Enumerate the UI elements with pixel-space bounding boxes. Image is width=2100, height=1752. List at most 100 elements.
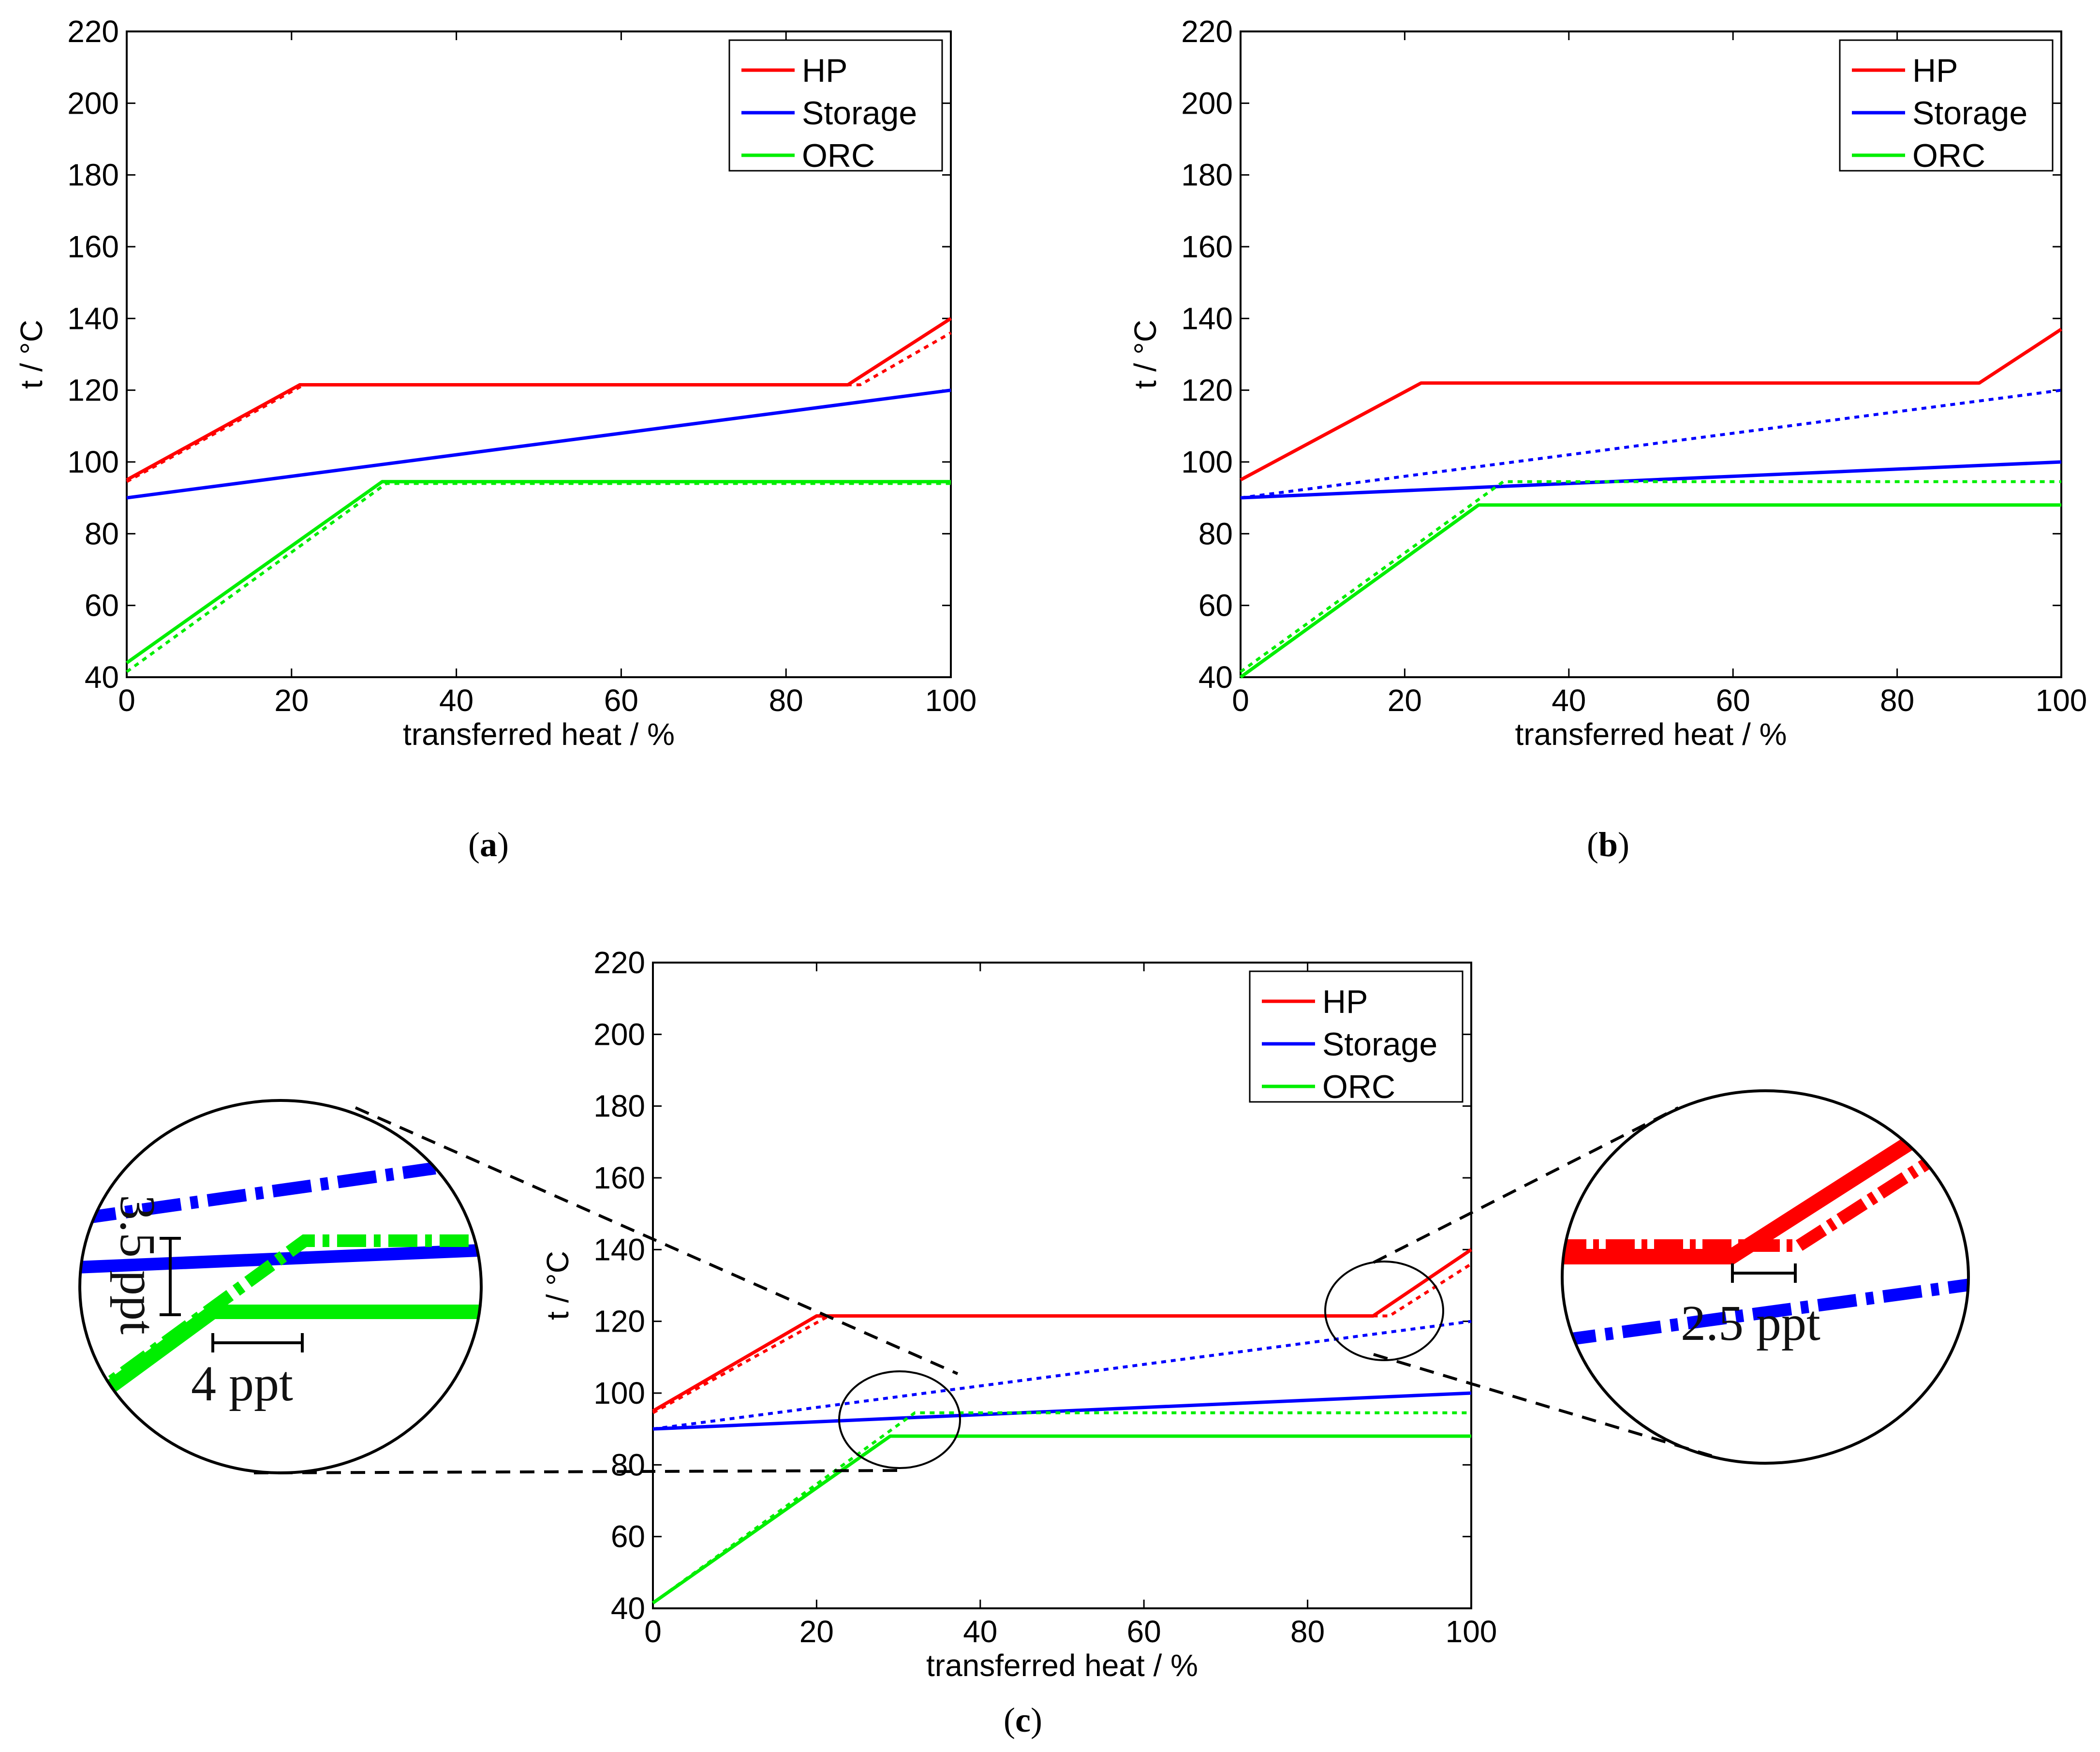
y-axis-title: t / °C <box>1128 320 1163 389</box>
y-tick-label: 220 <box>67 14 119 49</box>
zoom-bracket-vertical <box>160 1237 181 1316</box>
y-tick-label: 160 <box>1181 229 1233 264</box>
series-line-orc-solid <box>125 480 951 665</box>
zoom-label-2.5ppt: 2.5 ppt <box>1681 1295 1820 1351</box>
zoom-storage-dotted <box>80 1162 436 1225</box>
series-line-storage-solid <box>652 1391 1472 1431</box>
x-tick-label: 40 <box>1552 683 1586 718</box>
y-tick-label: 120 <box>67 373 119 408</box>
x-tick-label: 0 <box>118 683 135 718</box>
y-tick-label: 100 <box>593 1376 645 1411</box>
chart-panel-b: 0 20 40 60 80 100 40 60 80 100 120 140 160 180 200 220 t… <box>1128 14 2087 864</box>
panel-caption: (b) <box>1587 825 1629 864</box>
chart-panel-a: 0 20 40 60 80 100 40 60 80 100 120 140 160 180 200 220 t… <box>14 14 976 864</box>
y-tick-label: 200 <box>593 1017 645 1052</box>
y-tick-label: 100 <box>67 445 119 479</box>
series-line-storage-solid <box>1240 460 2062 500</box>
series-line-reference-dotted <box>1240 480 2061 673</box>
legend-label: HP <box>1322 983 1368 1020</box>
series-line-reference-dotted <box>126 331 952 483</box>
x-tick-label: 20 <box>799 1614 834 1649</box>
highlight-circle <box>1324 1261 1444 1361</box>
x-axis-title: transferred heat / % <box>403 717 675 752</box>
x-tick-label: 20 <box>1388 683 1422 718</box>
y-tick-label: 160 <box>593 1160 645 1195</box>
x-tick-label: 80 <box>1290 1614 1325 1649</box>
series-line-reference-dotted <box>1240 388 2062 500</box>
plot-frame <box>1240 30 2062 678</box>
zoom-bracket-horizontal <box>1731 1263 1797 1283</box>
plot-frame <box>652 962 1472 1609</box>
x-tick-label: 60 <box>604 683 638 718</box>
y-tick-label: 140 <box>593 1232 645 1267</box>
x-tick-label: 0 <box>1232 683 1249 718</box>
y-tick-label: 120 <box>593 1304 645 1339</box>
x-tick-label: 80 <box>1880 683 1914 718</box>
x-tick-label: 0 <box>644 1614 662 1649</box>
chart-panel-c: 0 20 40 60 80 100 40 60 80 100 120 140 160 180 200 220 t… <box>540 945 1497 1739</box>
x-tick-label: 20 <box>274 683 309 718</box>
y-tick-label: 140 <box>1181 301 1233 336</box>
x-axis-title: transferred heat / % <box>926 1648 1198 1683</box>
y-axis-title: t / °C <box>14 320 49 389</box>
x-tick-label: 60 <box>1127 1614 1161 1649</box>
x-axis-title: transferred heat / % <box>1515 717 1787 752</box>
legend-label: ORC <box>1912 137 1985 174</box>
y-tick-label: 200 <box>67 86 119 120</box>
plot-frame <box>126 30 952 678</box>
series-line-reference-dotted <box>652 1262 1472 1414</box>
zoom-circle <box>78 1099 483 1474</box>
legend-label: Storage <box>1912 95 2027 132</box>
highlight-circle <box>838 1370 961 1469</box>
panel-caption: (a) <box>468 825 509 864</box>
y-tick-label: 40 <box>611 1591 645 1626</box>
y-tick-label: 60 <box>1198 588 1233 623</box>
series-line-hp-solid <box>652 1248 1472 1413</box>
zoom-label-3.5ppt: 3.5 ppt <box>110 1195 165 1335</box>
zoom-inset-right: 2.5 ppt <box>1373 1089 1970 1465</box>
x-tick-label: 40 <box>963 1614 997 1649</box>
zoom-storage-dotted <box>1562 1278 1968 1347</box>
series-line-reference-dotted <box>652 1411 1471 1604</box>
x-tick-label: 80 <box>769 683 803 718</box>
zoom-guide-line <box>355 1106 959 1375</box>
y-tick-label: 180 <box>593 1089 645 1124</box>
y-tick-label: 80 <box>1198 516 1233 551</box>
y-tick-label: 220 <box>1181 14 1233 49</box>
y-tick-label: 40 <box>85 660 119 695</box>
legend-box <box>728 39 943 172</box>
x-tick-label: 100 <box>925 683 977 718</box>
zoom-guide-line <box>1373 1106 1679 1264</box>
y-tick-label: 120 <box>1181 373 1233 408</box>
legend-label: HP <box>1912 52 1958 89</box>
zoom-hp-dotted <box>1562 1153 1938 1252</box>
y-tick-label: 80 <box>611 1447 645 1482</box>
y-axis-title: t / °C <box>540 1251 575 1320</box>
y-tick-label: 220 <box>593 945 645 980</box>
series-line-hp-solid <box>126 317 952 482</box>
legend-label: ORC <box>802 137 875 174</box>
legend-label: ORC <box>1322 1069 1395 1105</box>
y-tick-label: 100 <box>1181 445 1233 479</box>
legend-box <box>1249 970 1464 1103</box>
y-tick-label: 140 <box>67 301 119 336</box>
x-tick-label: 60 <box>1716 683 1750 718</box>
y-tick-label: 60 <box>611 1519 645 1554</box>
series-line-orc-solid <box>1239 503 2061 679</box>
zoom-guide-line <box>1373 1353 1713 1457</box>
legend-box <box>1839 39 2054 172</box>
y-tick-label: 60 <box>85 588 119 623</box>
panel-caption: (c) <box>1004 1701 1042 1739</box>
zoom-orc-solid <box>80 1305 479 1414</box>
zoom-circle <box>1561 1089 1970 1465</box>
y-tick-label: 200 <box>1181 86 1233 120</box>
x-tick-label: 40 <box>439 683 473 718</box>
zoom-label-4ppt: 4 ppt <box>191 1356 293 1411</box>
legend-label: HP <box>802 52 847 89</box>
series-line-reference-dotted <box>126 482 951 673</box>
series-line-hp-solid <box>1240 327 2062 482</box>
zoom-bracket-horizontal <box>211 1333 304 1352</box>
y-tick-label: 180 <box>1181 158 1233 193</box>
series-line-orc-solid <box>651 1434 1471 1604</box>
